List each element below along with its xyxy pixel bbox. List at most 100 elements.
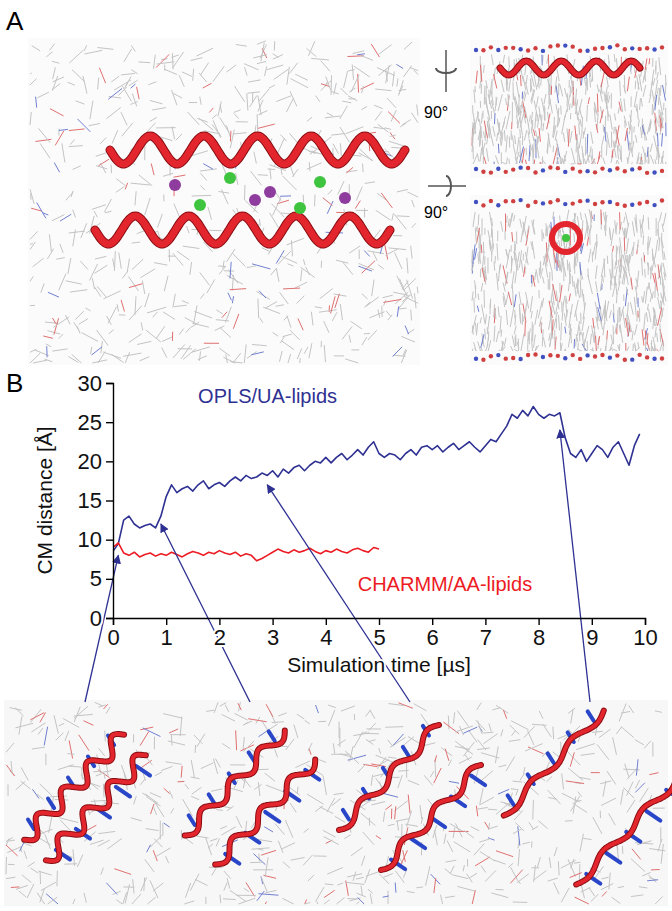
lipid [132, 94, 136, 107]
lipid [583, 132, 584, 139]
lipid [568, 273, 570, 291]
lipid [557, 149, 558, 156]
lipid [30, 349, 36, 352]
lipid [71, 191, 73, 197]
head-group [652, 47, 656, 51]
lipid [500, 330, 502, 337]
lipid [638, 82, 640, 89]
lipid [654, 350, 655, 352]
head-group [593, 354, 597, 358]
lipid [550, 315, 552, 333]
lipid [142, 281, 144, 294]
lipid [656, 349, 658, 351]
lipid [560, 157, 562, 164]
lipid [572, 80, 574, 87]
lipid [356, 187, 362, 201]
lipid [544, 105, 545, 121]
lipid [192, 195, 212, 197]
lipid [513, 82, 514, 100]
lipid [378, 265, 384, 269]
lipid [606, 141, 608, 156]
lipid [213, 120, 220, 137]
lipid [111, 76, 119, 82]
lipid [183, 246, 199, 248]
lipid [626, 287, 627, 295]
lipid [46, 52, 52, 57]
lipid [556, 253, 557, 271]
lipid [616, 327, 617, 334]
lipid [481, 334, 484, 348]
lipid [315, 307, 323, 308]
lipid [121, 112, 127, 125]
lipid [49, 234, 51, 251]
lipid [393, 347, 402, 357]
lipid [600, 89, 603, 101]
lipid [288, 264, 294, 266]
lipid [209, 230, 221, 231]
lipid [348, 98, 355, 99]
lipid [96, 166, 107, 169]
lipid [560, 252, 564, 269]
lipid [616, 727, 621, 734]
lipid [484, 86, 486, 105]
lipid [498, 307, 499, 318]
lipid [250, 96, 257, 107]
lipid [95, 287, 101, 296]
lipid [117, 304, 119, 311]
lipid [527, 350, 530, 351]
lipid [351, 349, 359, 350]
lipid [203, 83, 212, 88]
lipid [257, 41, 266, 44]
lipid [612, 151, 614, 157]
lipid [99, 68, 105, 83]
head-group [645, 200, 649, 204]
lipid [663, 213, 666, 226]
lipid [222, 312, 227, 318]
lipid [553, 146, 554, 152]
lipid [397, 306, 399, 316]
lipid [280, 195, 291, 196]
lipid [520, 117, 523, 136]
lipid [498, 265, 500, 282]
lipid [563, 133, 565, 142]
lipid [630, 96, 631, 106]
snapshot-bg [4, 700, 668, 906]
lipid [652, 58, 653, 67]
lipid [519, 129, 521, 138]
lipid [69, 50, 83, 63]
lipid [203, 164, 213, 169]
lipid [139, 61, 151, 63]
lipid [506, 111, 510, 129]
lipid [526, 75, 527, 84]
head-group [600, 166, 604, 170]
lipid [27, 884, 33, 898]
lipid [457, 886, 475, 891]
lipid [535, 345, 539, 351]
head-group [556, 166, 560, 170]
lipid [52, 61, 59, 63]
lipid [173, 344, 185, 358]
lipid [448, 716, 450, 730]
lipid [197, 48, 214, 56]
lipid [564, 348, 566, 351]
lipid [474, 86, 475, 92]
lipid [314, 194, 315, 206]
lipid [259, 219, 261, 226]
lipid [281, 256, 297, 263]
lipid [378, 124, 389, 132]
lipid [307, 163, 322, 170]
lipid [616, 127, 617, 138]
lipid [372, 280, 374, 297]
lipid [381, 306, 382, 317]
lipid [356, 902, 359, 904]
lipid [607, 256, 608, 264]
head-group [571, 201, 575, 205]
lipid [92, 278, 94, 289]
lipid [204, 343, 219, 344]
lipid [540, 268, 542, 278]
lipid [624, 217, 625, 223]
lipid [555, 130, 557, 140]
lipid [55, 131, 64, 146]
lipid [282, 341, 294, 350]
lipid [191, 58, 203, 61]
